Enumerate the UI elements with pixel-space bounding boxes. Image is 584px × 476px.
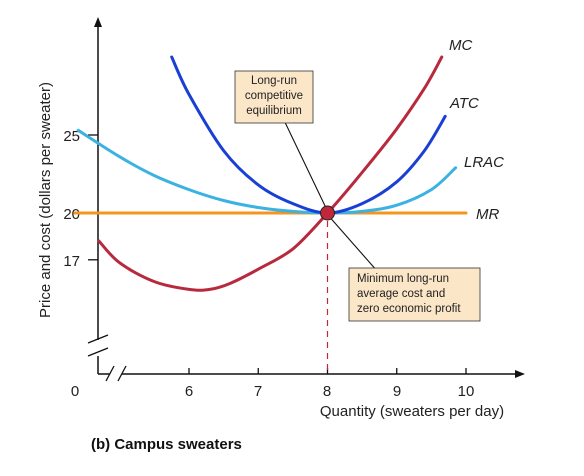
y-axis-title: Price and cost (dollars per sweater) (37, 82, 54, 318)
annotation-leader-line (326, 213, 379, 273)
annotation-minimum-long-run-cost: Minimum long-run average cost and zero e… (326, 213, 481, 322)
atc-curve (170, 55, 447, 215)
atc-curve-label: ATC (449, 95, 479, 112)
mr-curve-label: MR (476, 206, 499, 223)
x-axis-break-mark (105, 365, 115, 382)
annotation-box (234, 70, 314, 124)
annotation-text: Long-run (251, 75, 297, 87)
x-tick-labels: 0 6 7 8 9 10 (71, 383, 475, 400)
lrac-curve-label: LRAC (464, 154, 504, 171)
y-axis-break-mark (87, 334, 109, 344)
x-tick-label: 7 (254, 383, 262, 400)
x-tick-label: 10 (458, 383, 475, 400)
annotation-box (348, 267, 481, 322)
lrac-curve (76, 128, 458, 215)
origin-label: 0 (71, 383, 79, 400)
annotation-text: zero economic profit (357, 303, 461, 315)
x-axis-title: Quantity (sweaters per day) (320, 403, 504, 420)
curves (73, 55, 468, 292)
y-axis-break-mark (87, 347, 109, 357)
x-tick-label: 8 (323, 383, 331, 400)
y-tick-label: 17 (63, 253, 80, 270)
annotation-text: competitive (245, 90, 303, 102)
panel-title: (b) Campus sweaters (91, 436, 242, 453)
x-tick-label: 6 (185, 383, 193, 400)
y-tick-label: 20 (63, 206, 80, 223)
annotation-text: Minimum long-run (357, 273, 449, 285)
y-tick-label: 25 (63, 128, 80, 145)
mc-curve-label: MC (449, 37, 472, 54)
annotation-text: equilibrium (246, 105, 302, 117)
axes (87, 17, 525, 382)
annotation-leader-line (281, 115, 328, 211)
x-axis-break-mark (117, 365, 127, 382)
annotation-long-run-equilibrium: Long-run competitive equilibrium (234, 70, 328, 211)
y-tick-labels: 25 20 17 (63, 128, 80, 270)
equilibrium-point (320, 205, 335, 221)
mc-curve (97, 55, 444, 292)
curve-labels: MC ATC LRAC MR (449, 37, 504, 223)
annotation-text: average cost and (357, 288, 445, 300)
x-tick-label: 9 (393, 383, 401, 400)
